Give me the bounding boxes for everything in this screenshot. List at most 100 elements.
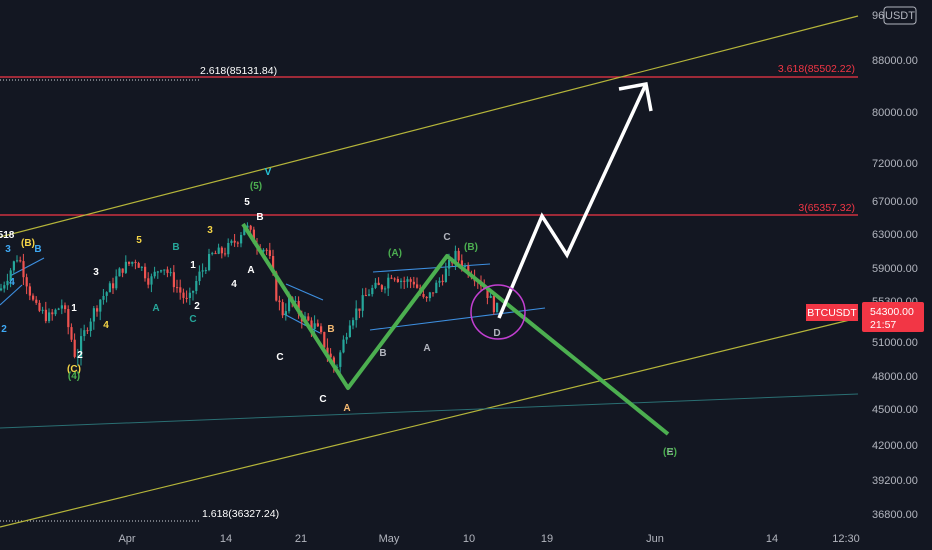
price-tick-4: 63000.00 <box>872 229 918 241</box>
price-tag-countdown: 21:57 <box>870 319 896 331</box>
candle-body <box>288 297 291 312</box>
candle-body <box>416 284 419 288</box>
currency-badge[interactable]: USDT <box>883 6 917 25</box>
candle-body <box>262 249 265 252</box>
price-tick-9: 45000.00 <box>872 404 918 416</box>
candle-body <box>3 285 6 289</box>
candle-body <box>441 280 444 282</box>
candle-body <box>217 247 220 254</box>
corrective-trendline-5 <box>0 284 23 306</box>
candle-body <box>422 294 425 297</box>
candle-body <box>89 321 92 331</box>
candle-body <box>486 288 489 298</box>
wave-label-22: V <box>265 167 272 178</box>
price-tick-7: 51000.00 <box>872 337 918 349</box>
wave-label-36: (C) <box>663 447 677 458</box>
candle-body <box>294 300 297 302</box>
candle-body <box>342 339 345 353</box>
candle-body <box>0 288 3 291</box>
price-tick-top-partial: 96 <box>872 10 884 22</box>
candle-body <box>128 261 131 264</box>
candle-body <box>428 292 431 299</box>
candle-body <box>454 250 457 264</box>
candle-body <box>48 312 51 322</box>
wave-label-30: B <box>379 348 386 359</box>
candle-body <box>64 305 67 310</box>
wave-label-25: C <box>276 352 283 363</box>
fib-label-3: 1.618(36327.24) <box>202 508 279 520</box>
candle-body <box>361 295 364 311</box>
candle-body <box>348 325 351 337</box>
wave-label-24: A <box>247 265 254 276</box>
candle-body <box>374 282 377 288</box>
price-tick-10: 42000.00 <box>872 440 918 452</box>
candle-body <box>236 242 239 244</box>
price-tag-value: 54300.00 <box>870 306 914 318</box>
candle-body <box>16 260 19 262</box>
price-tag-bg <box>862 302 924 332</box>
candle-body <box>400 280 403 282</box>
candle-body <box>352 320 355 326</box>
candle-body <box>377 282 380 285</box>
candle-body <box>32 295 35 300</box>
candle-body <box>195 281 198 291</box>
wave-label-31: A <box>423 343 430 354</box>
candle-body <box>176 287 179 289</box>
candle-body <box>249 225 252 230</box>
time-tick-0: Apr <box>118 533 135 545</box>
wave-label-27: C <box>319 394 326 405</box>
wave-label-15: 1 <box>190 260 196 271</box>
candle-body <box>496 302 499 313</box>
bullish-arrowhead <box>618 81 653 112</box>
candle-body <box>134 261 137 263</box>
candle-body <box>240 235 243 244</box>
candle-body <box>358 308 361 311</box>
wave-label-23: B <box>256 212 263 223</box>
candle-body <box>76 356 79 358</box>
candle-body <box>313 323 316 330</box>
candle-body <box>19 260 22 262</box>
time-tick-4: 10 <box>463 533 475 545</box>
candle-body <box>425 296 428 299</box>
time-axis[interactable]: Apr 14 21 May 10 19 Jun 14 12:30 <box>0 528 860 550</box>
candle-body <box>307 316 310 321</box>
candle-body <box>220 247 223 254</box>
candle-body <box>224 253 227 255</box>
candle-body <box>339 352 342 367</box>
price-tick-8: 48000.00 <box>872 371 918 383</box>
wave-label-0: 518 <box>0 230 15 241</box>
time-tick-3: May <box>379 533 400 545</box>
wave-label-26: B <box>327 324 334 335</box>
wave-label-17: C <box>189 314 196 325</box>
candle-body <box>108 283 111 293</box>
wave-label-4: 4 <box>9 277 15 288</box>
candle-body <box>25 277 28 287</box>
price-tick-0: 88000.00 <box>872 55 918 67</box>
wave-labels: 518(B)3 B421342(C)(4)5AB12C345(5)VBACBCA(… <box>0 167 677 458</box>
wave-label-13: A <box>152 303 159 314</box>
candle-body <box>329 353 332 358</box>
candle-body <box>380 285 383 290</box>
wave-label-3: B <box>34 244 41 255</box>
candle-body <box>73 339 76 357</box>
candle-body <box>345 337 348 340</box>
fib-label-0: 2.618(85131.84) <box>200 65 277 77</box>
candle-body <box>448 259 451 269</box>
candle-body <box>153 271 156 277</box>
price-axis[interactable]: 96 USDT 88000.00 80000.00 72000.00 67000.00… <box>858 0 932 528</box>
candle-body <box>99 299 102 312</box>
candle-body <box>198 271 201 282</box>
candle-body <box>460 260 463 267</box>
wave-label-8: 4 <box>103 320 109 331</box>
candle-body <box>272 256 275 273</box>
candle-body <box>51 312 54 315</box>
candle-body <box>281 302 284 316</box>
candle-body <box>364 295 367 297</box>
candle-body <box>409 279 412 282</box>
wave-label-10: (C) <box>67 364 81 375</box>
candle-body <box>278 300 281 303</box>
wave-label-16: 2 <box>194 301 200 312</box>
wave-label-9: 2 <box>77 350 83 361</box>
candle-body <box>92 308 95 322</box>
